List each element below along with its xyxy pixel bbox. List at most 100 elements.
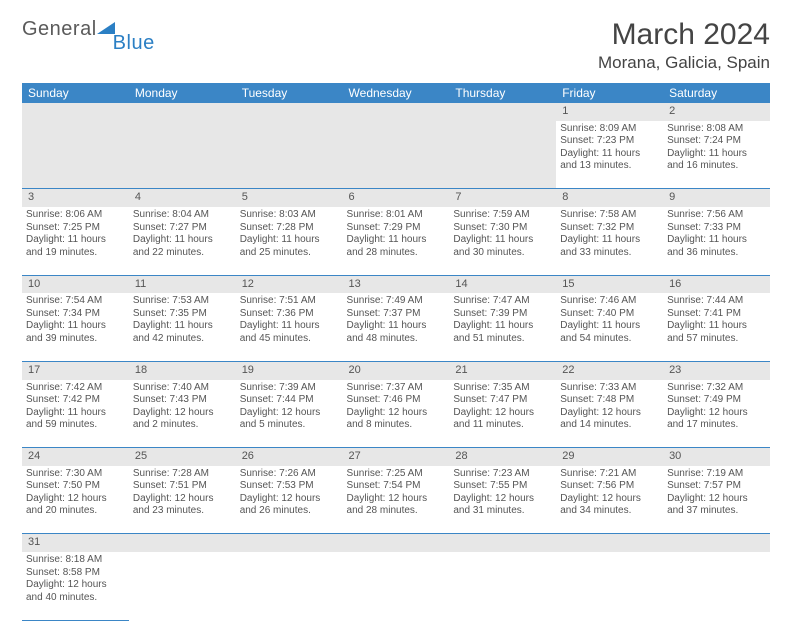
day-cell	[129, 121, 236, 189]
sunrise-text: Sunrise: 7:39 AM	[240, 382, 339, 395]
day-cell	[556, 552, 663, 620]
daylight-text: Daylight: 11 hours and 54 minutes.	[560, 320, 659, 345]
day-cell: Sunrise: 8:08 AMSunset: 7:24 PMDaylight:…	[663, 121, 770, 189]
day-cell: Sunrise: 7:40 AMSunset: 7:43 PMDaylight:…	[129, 380, 236, 448]
sunrise-text: Sunrise: 7:47 AM	[453, 295, 552, 308]
day-number: 3	[22, 189, 129, 207]
sunset-text: Sunset: 7:35 PM	[133, 308, 232, 321]
sunrise-text: Sunrise: 7:53 AM	[133, 295, 232, 308]
sunset-text: Sunset: 7:53 PM	[240, 480, 339, 493]
daynum-row: 3456789	[22, 189, 770, 207]
daynum-row: 31	[22, 534, 770, 552]
weekday-header: Tuesday	[236, 83, 343, 103]
sunset-text: Sunset: 7:54 PM	[347, 480, 446, 493]
day-number	[343, 534, 450, 552]
day-number: 11	[129, 275, 236, 293]
sunrise-text: Sunrise: 7:59 AM	[453, 209, 552, 222]
day-number: 20	[343, 361, 450, 379]
daylight-text: Daylight: 11 hours and 28 minutes.	[347, 234, 446, 259]
sunset-text: Sunset: 7:39 PM	[453, 308, 552, 321]
sunset-text: Sunset: 7:47 PM	[453, 394, 552, 407]
day-cell: Sunrise: 8:01 AMSunset: 7:29 PMDaylight:…	[343, 207, 450, 275]
day-number: 27	[343, 448, 450, 466]
day-cell	[343, 552, 450, 620]
sunset-text: Sunset: 7:42 PM	[26, 394, 125, 407]
day-cell: Sunrise: 7:51 AMSunset: 7:36 PMDaylight:…	[236, 293, 343, 361]
weekday-header-row: Sunday Monday Tuesday Wednesday Thursday…	[22, 83, 770, 103]
day-cell: Sunrise: 7:32 AMSunset: 7:49 PMDaylight:…	[663, 380, 770, 448]
sunset-text: Sunset: 7:41 PM	[667, 308, 766, 321]
sunrise-text: Sunrise: 7:51 AM	[240, 295, 339, 308]
sunset-text: Sunset: 7:50 PM	[26, 480, 125, 493]
day-cell: Sunrise: 8:04 AMSunset: 7:27 PMDaylight:…	[129, 207, 236, 275]
sunset-text: Sunset: 7:36 PM	[240, 308, 339, 321]
month-title: March 2024	[598, 18, 770, 51]
sunrise-text: Sunrise: 7:58 AM	[560, 209, 659, 222]
day-number: 4	[129, 189, 236, 207]
day-cell: Sunrise: 7:39 AMSunset: 7:44 PMDaylight:…	[236, 380, 343, 448]
day-number: 28	[449, 448, 556, 466]
sunrise-text: Sunrise: 7:40 AM	[133, 382, 232, 395]
daylight-text: Daylight: 11 hours and 57 minutes.	[667, 320, 766, 345]
day-number	[449, 103, 556, 121]
daylight-text: Daylight: 12 hours and 14 minutes.	[560, 407, 659, 432]
daylight-text: Daylight: 11 hours and 33 minutes.	[560, 234, 659, 259]
sunrise-text: Sunrise: 8:18 AM	[26, 554, 125, 567]
day-number: 8	[556, 189, 663, 207]
day-cell: Sunrise: 7:25 AMSunset: 7:54 PMDaylight:…	[343, 466, 450, 534]
sunset-text: Sunset: 7:23 PM	[560, 135, 659, 148]
sunset-text: Sunset: 7:28 PM	[240, 222, 339, 235]
sunset-text: Sunset: 7:48 PM	[560, 394, 659, 407]
day-cell: Sunrise: 8:18 AMSunset: 8:58 PMDaylight:…	[22, 552, 129, 620]
day-number: 22	[556, 361, 663, 379]
daylight-text: Daylight: 11 hours and 39 minutes.	[26, 320, 125, 345]
sunrise-text: Sunrise: 8:03 AM	[240, 209, 339, 222]
daylight-text: Daylight: 11 hours and 51 minutes.	[453, 320, 552, 345]
week-row: Sunrise: 8:18 AMSunset: 8:58 PMDaylight:…	[22, 552, 770, 620]
day-number: 1	[556, 103, 663, 121]
sunrise-text: Sunrise: 7:23 AM	[453, 468, 552, 481]
daylight-text: Daylight: 11 hours and 42 minutes.	[133, 320, 232, 345]
day-number: 10	[22, 275, 129, 293]
day-number	[449, 534, 556, 552]
page-header: General Blue March 2024 Morana, Galicia,…	[22, 18, 770, 73]
brand-logo: General Blue	[22, 18, 161, 41]
day-cell: Sunrise: 7:54 AMSunset: 7:34 PMDaylight:…	[22, 293, 129, 361]
daylight-text: Daylight: 12 hours and 37 minutes.	[667, 493, 766, 518]
day-cell: Sunrise: 7:19 AMSunset: 7:57 PMDaylight:…	[663, 466, 770, 534]
daylight-text: Daylight: 12 hours and 8 minutes.	[347, 407, 446, 432]
weekday-header: Thursday	[449, 83, 556, 103]
daylight-text: Daylight: 11 hours and 19 minutes.	[26, 234, 125, 259]
sunset-text: Sunset: 7:55 PM	[453, 480, 552, 493]
daylight-text: Daylight: 12 hours and 34 minutes.	[560, 493, 659, 518]
sunrise-text: Sunrise: 8:06 AM	[26, 209, 125, 222]
sunrise-text: Sunrise: 7:21 AM	[560, 468, 659, 481]
day-number	[556, 534, 663, 552]
day-number: 19	[236, 361, 343, 379]
sunrise-text: Sunrise: 7:19 AM	[667, 468, 766, 481]
day-number	[22, 103, 129, 121]
day-cell	[343, 121, 450, 189]
sunset-text: Sunset: 7:43 PM	[133, 394, 232, 407]
brand-text-blue: Blue	[113, 32, 155, 55]
sunset-text: Sunset: 7:30 PM	[453, 222, 552, 235]
day-number: 30	[663, 448, 770, 466]
weekday-header: Saturday	[663, 83, 770, 103]
daylight-text: Daylight: 11 hours and 16 minutes.	[667, 148, 766, 173]
day-cell	[22, 121, 129, 189]
day-cell: Sunrise: 8:09 AMSunset: 7:23 PMDaylight:…	[556, 121, 663, 189]
day-number: 6	[343, 189, 450, 207]
week-row: Sunrise: 8:09 AMSunset: 7:23 PMDaylight:…	[22, 121, 770, 189]
sunrise-text: Sunrise: 8:08 AM	[667, 123, 766, 136]
daylight-text: Daylight: 12 hours and 28 minutes.	[347, 493, 446, 518]
sunrise-text: Sunrise: 7:30 AM	[26, 468, 125, 481]
daylight-text: Daylight: 12 hours and 23 minutes.	[133, 493, 232, 518]
brand-text-general: General	[22, 18, 97, 41]
day-cell: Sunrise: 8:06 AMSunset: 7:25 PMDaylight:…	[22, 207, 129, 275]
week-row: Sunrise: 8:06 AMSunset: 7:25 PMDaylight:…	[22, 207, 770, 275]
sunset-text: Sunset: 7:51 PM	[133, 480, 232, 493]
weekday-header: Friday	[556, 83, 663, 103]
day-cell: Sunrise: 7:56 AMSunset: 7:33 PMDaylight:…	[663, 207, 770, 275]
sunset-text: Sunset: 7:29 PM	[347, 222, 446, 235]
sunset-text: Sunset: 7:49 PM	[667, 394, 766, 407]
